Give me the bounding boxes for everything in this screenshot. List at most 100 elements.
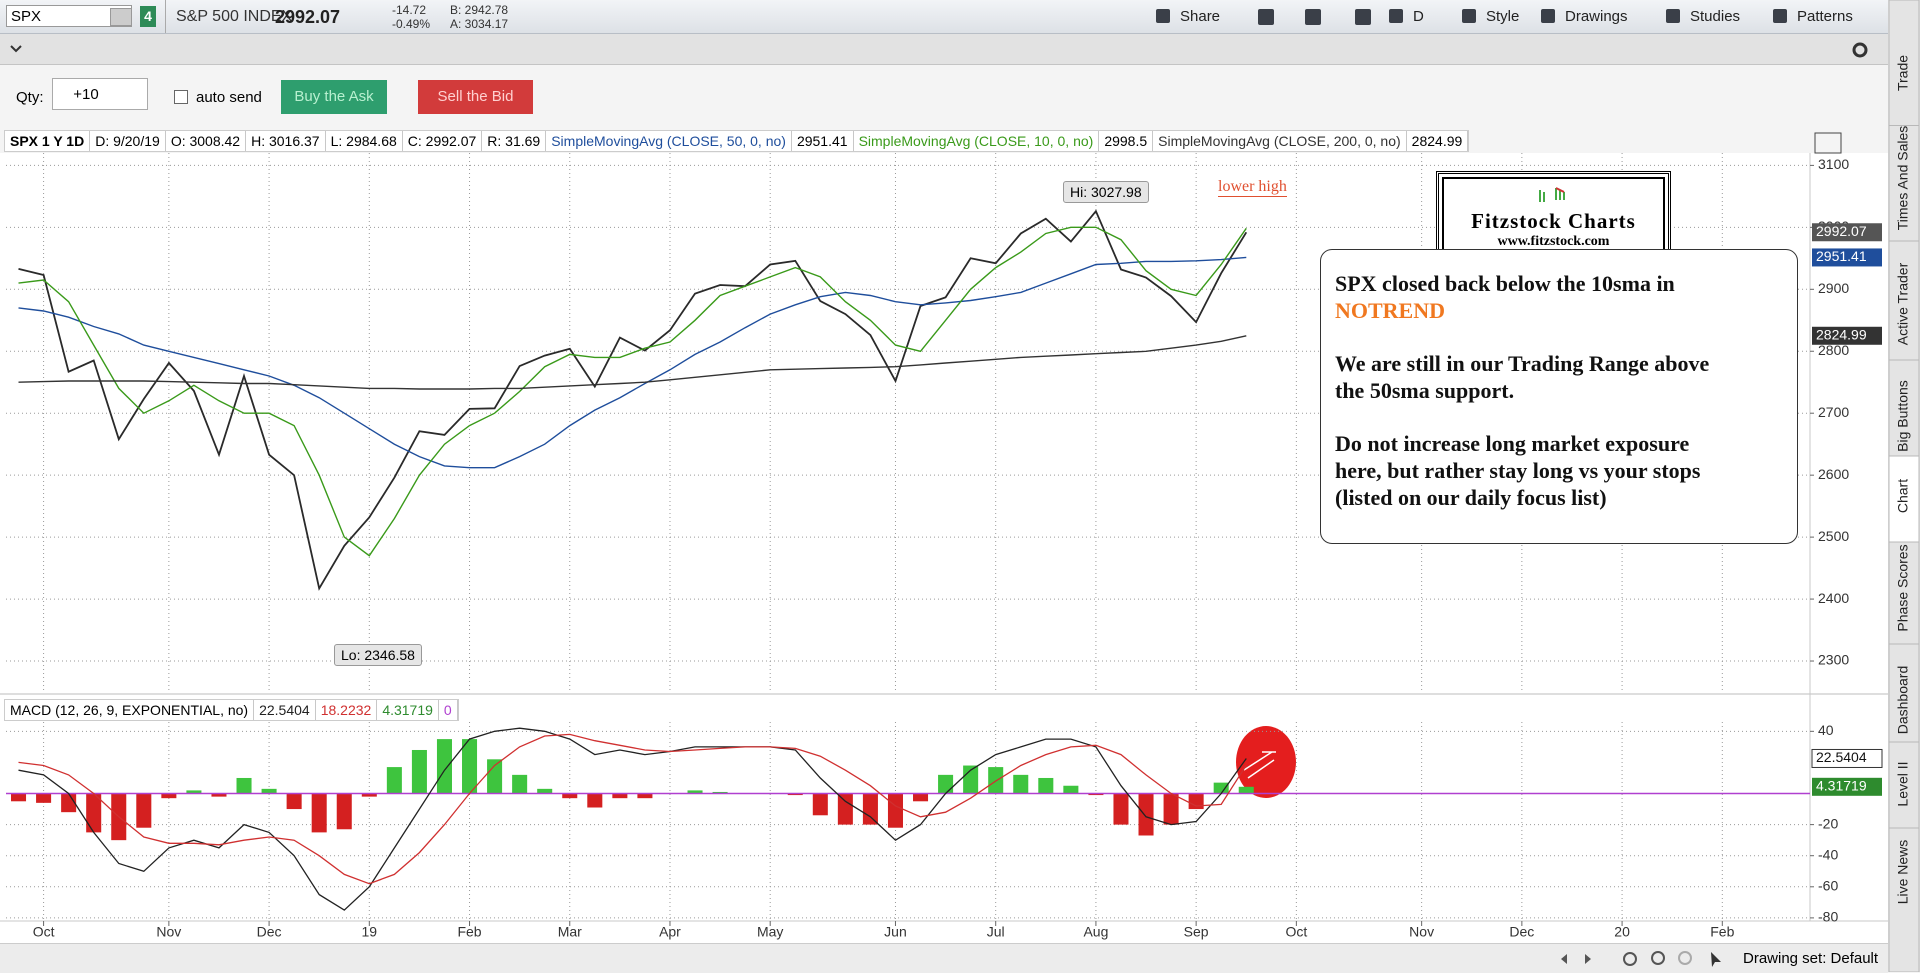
histogram-bar	[186, 790, 202, 794]
symbol-label: SPX 1 Y 1D	[5, 131, 91, 151]
low-label: Lo: 2346.58	[334, 644, 422, 666]
note-line: Do not increase long market exposure	[1335, 431, 1690, 456]
note-line: (listed on our daily focus list)	[1335, 485, 1607, 510]
note-line: here, but rather stay long vs your stops	[1335, 458, 1701, 483]
auto-send-label: auto send	[196, 89, 262, 106]
side-tab-label[interactable]: Big Buttons	[1895, 380, 1911, 452]
symbol-input[interactable]: SPX	[6, 5, 132, 27]
x-tick-label: Mar	[558, 924, 582, 940]
study-title: MACD (12, 26, 9, EXPONENTIAL, no)	[5, 700, 255, 720]
y-tick-label: 2300	[1818, 652, 1849, 668]
note-line: the 50sma support.	[1335, 378, 1515, 403]
toolbar-button[interactable]: Style	[1486, 8, 1520, 25]
histogram-bar	[236, 777, 252, 794]
zoom-controls[interactable]	[1555, 949, 1735, 969]
link-badge[interactable]: 4	[140, 6, 156, 27]
toolbar-button[interactable]: Studies	[1690, 8, 1741, 25]
histogram-bar	[211, 793, 227, 797]
side-tab[interactable]	[1888, 827, 1920, 972]
y-tick-label: -40	[1818, 846, 1838, 862]
toolbar-button[interactable]: D	[1413, 8, 1424, 25]
side-tab-label[interactable]: Trade	[1895, 55, 1911, 91]
histogram-bar	[411, 749, 427, 794]
side-tab[interactable]	[1888, 643, 1920, 743]
side-tab[interactable]	[1888, 455, 1920, 543]
side-tab[interactable]	[1888, 541, 1920, 645]
histogram-bar	[988, 767, 1004, 794]
histogram-bar	[311, 793, 327, 833]
side-tab-label[interactable]: Times And Sales	[1895, 126, 1911, 231]
note-paragraph: We are still in our Trading Range above t…	[1335, 350, 1783, 404]
side-tab-label[interactable]: Active Trader	[1895, 262, 1911, 345]
side-tab-label[interactable]: Phase Scores	[1895, 544, 1911, 631]
price-badge-label: 4.31719	[1816, 778, 1867, 794]
price-legend: SPX 1 Y 1D D: 9/20/19 O: 3008.42 H: 3016.37…	[4, 130, 1470, 152]
y-tick-label: 2400	[1818, 590, 1849, 606]
side-tab[interactable]	[1888, 359, 1920, 457]
x-tick-label: 19	[362, 924, 378, 940]
toolbar-icon[interactable]	[1305, 9, 1321, 25]
collapse-icon[interactable]	[8, 42, 24, 56]
side-tab[interactable]	[1888, 125, 1920, 242]
ohlc-label: R: 31.69	[482, 131, 547, 151]
side-tab[interactable]	[1888, 240, 1920, 361]
side-tab-label[interactable]: Chart	[1895, 479, 1911, 513]
x-tick-label: Jun	[884, 924, 907, 940]
highlight-circle	[1236, 726, 1296, 798]
legend-value: 4.31719	[377, 700, 439, 720]
toolbar-icon[interactable]	[1389, 9, 1403, 23]
symbol-dropdown[interactable]	[110, 8, 132, 26]
toolbar-button[interactable]: Patterns	[1797, 8, 1853, 25]
toolbar-icon[interactable]	[1541, 9, 1555, 23]
sell-button[interactable]: Sell the Bid	[418, 80, 533, 114]
buy-button[interactable]: Buy the Ask	[281, 80, 387, 114]
histogram-bar	[787, 793, 803, 796]
histogram-bar	[436, 739, 452, 794]
side-tab-label[interactable]: Level II	[1895, 761, 1911, 806]
trend-label: NOTREND	[1335, 298, 1446, 323]
histogram-bar	[612, 793, 628, 799]
legend-entry: SimpleMovingAvg (CLOSE, 50, 0, no)	[546, 131, 792, 151]
style-icon[interactable]	[1814, 132, 1842, 154]
y-tick-label: 2700	[1818, 404, 1849, 420]
histogram-bar	[862, 793, 878, 825]
toolbar-icon[interactable]	[1462, 9, 1476, 23]
side-tab[interactable]	[1888, 0, 1920, 126]
toolbar-button[interactable]: Drawings	[1565, 8, 1628, 25]
y-tick-label: -80	[1818, 909, 1838, 925]
histogram-bar	[286, 793, 302, 810]
side-tab-label[interactable]: Dashboard	[1895, 666, 1911, 735]
bid: B: 2942.78	[450, 3, 509, 17]
side-tab-label[interactable]: Live News	[1895, 840, 1911, 905]
price-badge-label: 2824.99	[1816, 326, 1867, 342]
logo-icon	[1538, 187, 1565, 202]
histogram-bar	[161, 793, 177, 799]
x-tick-label: Aug	[1083, 924, 1108, 940]
last-price: 2992.07	[275, 7, 341, 27]
price-badge	[1812, 777, 1882, 796]
toolbar-icon[interactable]	[1666, 9, 1680, 23]
histogram-bar	[361, 793, 377, 797]
qty-input[interactable]: +10	[52, 78, 148, 110]
series-line	[18, 335, 1247, 390]
series-line	[18, 256, 1247, 469]
toolbar-icon[interactable]	[1773, 9, 1787, 23]
toolbar-icon[interactable]	[1355, 9, 1371, 25]
qty-label: Qty:	[16, 89, 44, 106]
auto-send-checkbox[interactable]	[174, 90, 188, 104]
description: S&P 500 INDEX	[176, 8, 293, 25]
histogram-bar	[386, 767, 402, 794]
toolbar-icon[interactable]	[1258, 9, 1274, 25]
histogram-bar	[261, 788, 277, 794]
histogram-bar	[1163, 793, 1179, 825]
legend-value: 2998.5	[1099, 131, 1154, 151]
toolbar-button[interactable]: Share	[1180, 8, 1221, 25]
histogram-bar	[136, 793, 152, 828]
y-tick-label: 2500	[1818, 528, 1849, 544]
x-tick-label: Sep	[1184, 924, 1209, 940]
price-badge	[1812, 223, 1882, 242]
settings-icon[interactable]	[1850, 40, 1870, 60]
histogram-bar	[963, 765, 979, 794]
toolbar-icon[interactable]	[1156, 9, 1170, 23]
